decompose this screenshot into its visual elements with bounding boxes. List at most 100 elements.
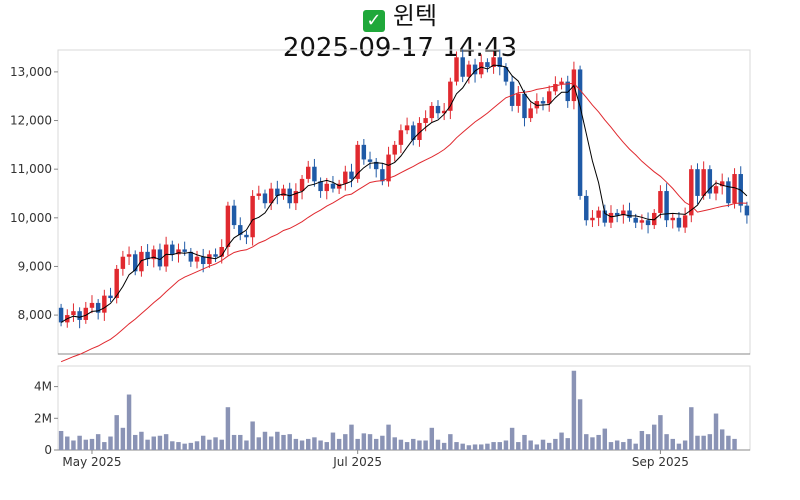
candle-body [182,249,187,252]
candle-body [225,205,231,247]
volume-bar [349,424,354,450]
volume-bar [324,442,329,450]
volume-bar [306,438,311,450]
volume-bar [417,440,422,450]
price-y-tick-label: 8,000 [18,308,52,322]
volume-bar [367,434,373,450]
candle-body [472,64,478,75]
volume-bar [596,434,601,450]
volume-bar [392,437,397,450]
volume-bar [608,442,614,450]
candle-body [701,169,706,196]
volume-bar [497,442,502,450]
candle-body [528,108,533,119]
candle-body [584,195,589,221]
candle-body [120,256,126,269]
volume-bar [336,438,342,450]
candle-body [485,62,490,68]
volume-bar [58,430,64,450]
candle-body [553,84,558,92]
candle-body [176,249,181,255]
candle-body [608,212,614,223]
candle-body [312,166,317,182]
candle-body [689,169,694,216]
volume-bar [565,438,570,450]
candle-body [71,311,76,316]
volume-bar [188,442,194,450]
candle-body [398,130,404,145]
volume-bar [633,443,638,450]
candle-body [343,171,348,184]
volume-bar [163,434,169,450]
candle-body [386,154,391,182]
volume-bar [77,435,82,450]
candle-body [306,166,311,179]
volume-bar [423,440,428,450]
volume-bar [472,444,478,450]
volume-bar [516,442,521,450]
volume-bar [645,434,651,450]
candle-body [621,210,626,216]
volume-bar [170,441,175,450]
volume-bar [343,434,348,450]
volume-bar [627,438,632,450]
candle-body [429,105,435,119]
candle-body [250,195,255,238]
volume-bar [534,444,540,450]
volume-bar [503,440,509,450]
volume-bar [250,421,255,450]
candle-body [534,101,540,109]
ma-short-line [60,64,748,323]
candle-body [95,302,101,313]
candle-body [516,93,521,106]
volume-bar [571,370,577,450]
candle-body [627,210,632,218]
candle-body [58,307,64,323]
volume-bar [726,435,731,450]
candle-body [213,254,218,257]
candle-body [108,295,113,299]
volume-bar [639,430,645,450]
volume-bar [120,427,126,450]
candle-body [460,57,465,77]
candle-body [719,181,725,187]
volume-bar [256,437,262,450]
volume-bar [411,438,416,450]
volume-bar [479,444,484,450]
candle-body [423,118,428,123]
candle-body [133,254,138,272]
candle-body [170,244,175,255]
volume-bar [95,434,101,450]
volume-bar [664,434,669,450]
volume-bar [602,428,608,450]
volume-bar [207,439,212,450]
volume-bar [577,399,583,450]
volume-bar [65,436,70,450]
volume-bar [719,429,725,450]
volume-bar [83,439,89,450]
candle-body [89,302,95,308]
candle-body [373,161,379,170]
candle-body [102,295,107,313]
candle-body [466,64,472,77]
volume-bar [71,440,76,450]
volume-bar [652,424,657,450]
candle-body [293,191,299,204]
candle-body [503,67,509,82]
candle-body [219,246,224,257]
candle-body [262,193,268,204]
volume-bar [670,438,675,450]
candle-body [404,125,410,131]
price-y-tick-label: 9,000 [18,259,52,273]
volume-bar [244,440,249,450]
volume-bar [373,438,379,450]
candle-body [83,307,89,320]
volume-bar [293,438,299,450]
candle-body [614,212,620,216]
candle-body [695,169,700,196]
candle-body [744,205,750,216]
check-icon: ✓ [362,10,385,32]
volume-bar [509,427,515,450]
price-y-tick-label: 11,000 [10,162,52,176]
